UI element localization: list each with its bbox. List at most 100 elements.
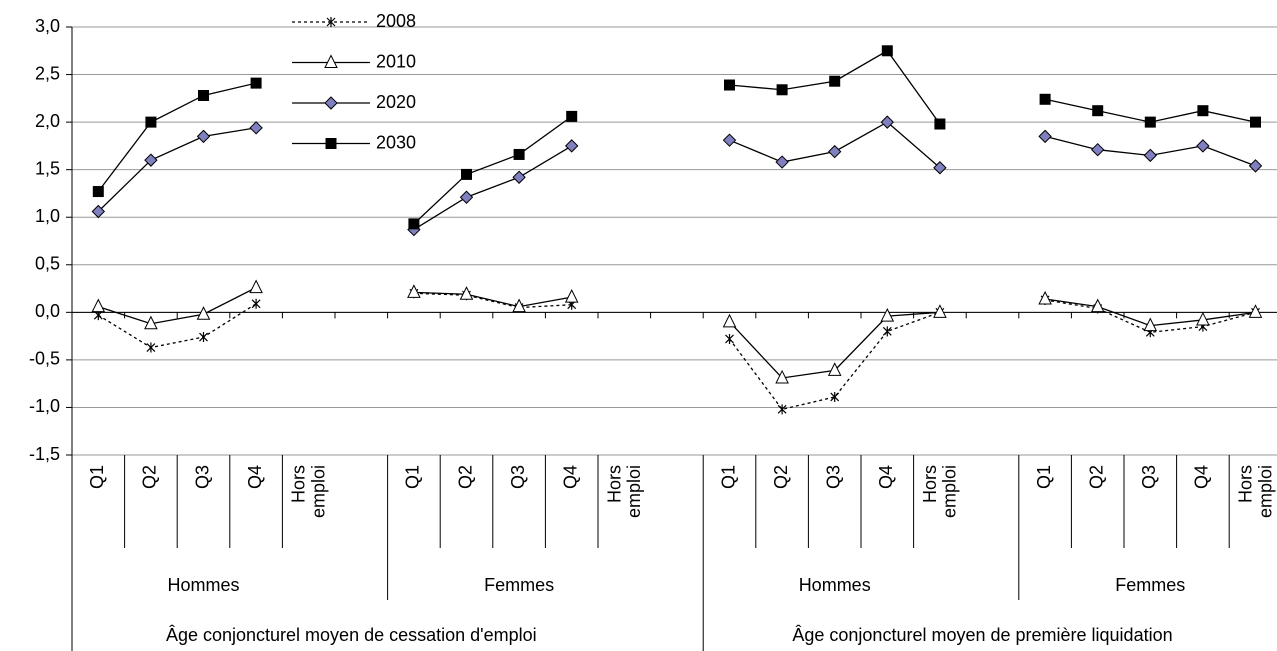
data-point bbox=[198, 89, 209, 101]
y-tick-label: 1,0 bbox=[35, 206, 60, 226]
data-point bbox=[251, 298, 261, 309]
data-point bbox=[145, 116, 157, 128]
data-point bbox=[144, 315, 158, 330]
data-point bbox=[722, 313, 737, 328]
supergroup-label: Âge conjoncturel moyen de cessation d'em… bbox=[166, 625, 537, 645]
y-tick-label: 0,5 bbox=[35, 254, 60, 274]
legend-label: 2020 bbox=[376, 92, 416, 112]
data-point bbox=[249, 121, 263, 135]
y-tick-label: 0,0 bbox=[35, 301, 60, 321]
supergroup-label: Âge conjoncturel moyen de première liqui… bbox=[792, 625, 1172, 645]
series-line bbox=[97, 49, 1256, 225]
series-line bbox=[97, 121, 1256, 231]
data-point bbox=[512, 298, 526, 313]
y-tick-label: 2,5 bbox=[35, 63, 60, 83]
data-point bbox=[724, 79, 735, 91]
x-tick-label: Horsemploi bbox=[604, 465, 644, 518]
data-point bbox=[1038, 290, 1052, 305]
x-tick-label: Q1 bbox=[718, 465, 738, 489]
data-point bbox=[827, 362, 842, 376]
data-point bbox=[146, 342, 156, 353]
legend-marker bbox=[324, 96, 338, 110]
data-point bbox=[830, 391, 840, 402]
x-tick-label: Q3 bbox=[1139, 465, 1159, 489]
data-point bbox=[91, 298, 106, 313]
group-label: Femmes bbox=[484, 575, 554, 595]
x-tick-label: Q4 bbox=[560, 465, 580, 489]
data-point bbox=[1143, 148, 1158, 163]
data-point bbox=[827, 144, 842, 159]
data-point bbox=[566, 110, 578, 122]
x-tick-label: Horsemploi bbox=[1235, 465, 1275, 518]
data-point bbox=[249, 279, 263, 294]
data-point bbox=[880, 308, 895, 322]
y-tick-label: 2,0 bbox=[35, 111, 60, 131]
data-point bbox=[1092, 105, 1104, 117]
data-point bbox=[776, 84, 788, 96]
data-point bbox=[1090, 142, 1105, 157]
data-point bbox=[459, 286, 474, 300]
data-point bbox=[775, 369, 789, 384]
x-tick-label: Q1 bbox=[87, 465, 107, 489]
data-point bbox=[1248, 304, 1263, 318]
data-point bbox=[408, 218, 420, 230]
data-point bbox=[1196, 139, 1210, 153]
data-point bbox=[1144, 116, 1156, 128]
data-point bbox=[882, 326, 892, 337]
data-point bbox=[459, 190, 474, 204]
x-tick-label: Q3 bbox=[823, 465, 843, 489]
x-tick-label: Q4 bbox=[245, 465, 265, 489]
legend-marker bbox=[324, 54, 338, 68]
x-tick-label: Q3 bbox=[192, 465, 212, 489]
group-label: Femmes bbox=[1115, 575, 1185, 595]
data-point bbox=[1248, 159, 1263, 173]
x-tick-label: Horsemploi bbox=[920, 465, 960, 518]
legend-label: 2008 bbox=[376, 11, 416, 31]
data-point bbox=[1197, 105, 1209, 117]
y-tick-label: -1,5 bbox=[29, 444, 60, 464]
data-point bbox=[934, 118, 946, 130]
data-point bbox=[881, 45, 893, 57]
data-point bbox=[461, 168, 472, 180]
y-tick-label: 1,5 bbox=[35, 158, 60, 178]
data-point bbox=[1143, 317, 1158, 332]
data-point bbox=[1250, 116, 1261, 128]
data-point bbox=[250, 77, 262, 89]
group-label: Hommes bbox=[167, 575, 239, 595]
legend-marker bbox=[326, 17, 336, 27]
data-point bbox=[564, 139, 579, 153]
data-point bbox=[144, 153, 158, 167]
x-tick-label: Q2 bbox=[1086, 465, 1106, 489]
data-point bbox=[1196, 311, 1210, 326]
legend-label: 2010 bbox=[376, 51, 416, 71]
series-line bbox=[97, 292, 1256, 411]
data-point bbox=[722, 133, 737, 147]
data-point bbox=[775, 155, 789, 169]
x-tick-label: Q4 bbox=[1192, 465, 1212, 489]
data-point bbox=[513, 148, 525, 160]
y-tick-label: 3,0 bbox=[35, 16, 60, 36]
data-point bbox=[933, 304, 947, 318]
x-tick-label: Q1 bbox=[1034, 465, 1054, 489]
x-tick-label: Q2 bbox=[140, 465, 160, 489]
y-tick-label: -0,5 bbox=[29, 349, 60, 369]
x-tick-label: Horsemploi bbox=[288, 465, 328, 518]
x-tick-label: Q3 bbox=[508, 465, 528, 489]
data-point bbox=[196, 306, 211, 320]
data-point bbox=[880, 115, 895, 129]
data-point bbox=[1038, 129, 1052, 144]
data-point bbox=[777, 404, 787, 415]
x-tick-label: Q2 bbox=[771, 465, 791, 489]
data-point bbox=[407, 284, 421, 298]
x-tick-label: Q4 bbox=[876, 465, 896, 489]
legend-label: 2030 bbox=[376, 132, 416, 152]
data-point bbox=[564, 288, 579, 303]
data-point bbox=[196, 129, 211, 144]
data-point bbox=[92, 186, 104, 198]
data-point bbox=[1090, 298, 1105, 313]
data-point bbox=[199, 332, 208, 343]
series-line bbox=[98, 287, 1256, 379]
x-tick-label: Q1 bbox=[403, 465, 423, 489]
legend-marker bbox=[325, 138, 337, 149]
